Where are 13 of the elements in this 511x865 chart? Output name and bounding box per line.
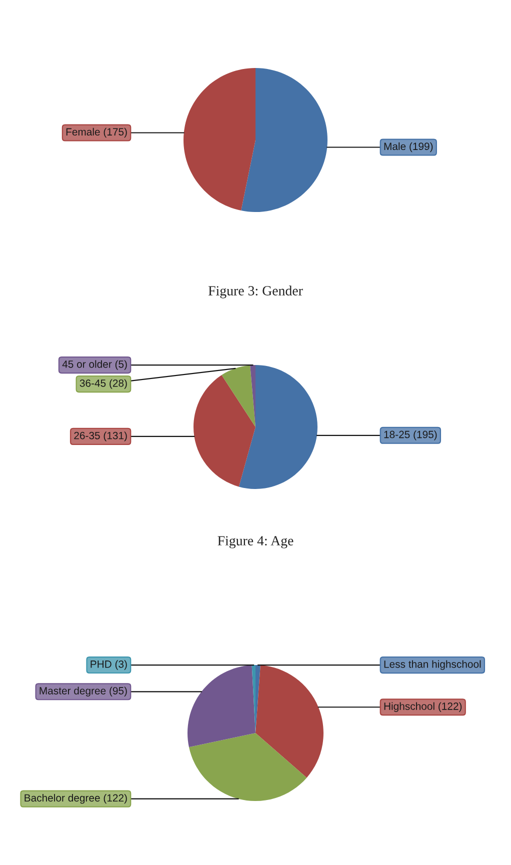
slice-label: 26-35 (131) (74, 432, 127, 442)
slice-label: 36-45 (28) (80, 379, 127, 389)
slice-label: 45 or older (5) (62, 360, 127, 370)
text: Figure 3: Gender (208, 286, 303, 298)
slice-label: Less than highschool (384, 660, 481, 670)
slice-label: PHD (3) (90, 660, 127, 670)
slice-label: Female (175) (66, 128, 127, 138)
slice-label: Bachelor degree (122) (24, 794, 127, 804)
text: Figure 4: Age (218, 536, 294, 548)
slice-label: Male (199) (384, 142, 433, 152)
slice-label: Highschool (122) (384, 702, 462, 712)
slice-label: Master degree (95) (40, 686, 127, 696)
slice-label: 18-25 (195) (384, 430, 437, 440)
